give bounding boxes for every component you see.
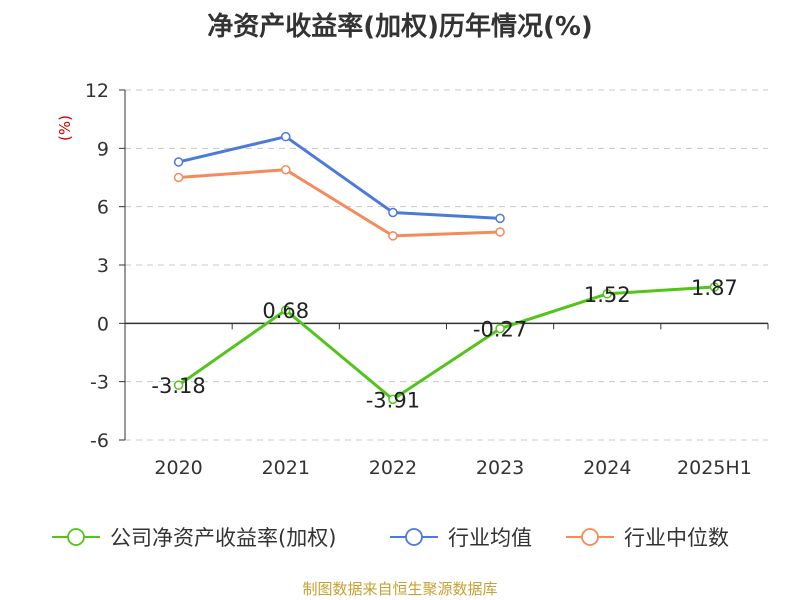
data-point bbox=[173, 172, 184, 183]
series-line bbox=[178, 135, 501, 220]
data-source-note: 制图数据来自恒生聚源数据库 bbox=[302, 580, 498, 598]
y-tick-label: 6 bbox=[97, 197, 109, 219]
series-line bbox=[177, 285, 715, 401]
x-tick-label: 2021 bbox=[262, 457, 310, 479]
data-point bbox=[281, 305, 291, 315]
data-label: -3.18 bbox=[151, 374, 205, 398]
data-point bbox=[602, 289, 612, 299]
data-point bbox=[388, 207, 398, 218]
x-tick-label: 2024 bbox=[583, 457, 631, 479]
data-point bbox=[495, 213, 505, 224]
legend-label: 行业中位数 bbox=[624, 526, 729, 550]
x-tick-label: 2023 bbox=[476, 457, 524, 479]
data-point bbox=[495, 227, 505, 237]
y-tick-label: -3 bbox=[90, 372, 109, 394]
chart-title: 净资产收益率(加权)历年情况(%) bbox=[207, 12, 593, 42]
data-point bbox=[388, 231, 398, 241]
y-tick-label: -6 bbox=[90, 430, 109, 452]
data-point bbox=[495, 323, 505, 334]
y-axis-label: (%) bbox=[56, 115, 74, 141]
data-point bbox=[281, 164, 291, 175]
legend-marker bbox=[405, 528, 423, 546]
data-label: 1.87 bbox=[691, 276, 738, 300]
series-line bbox=[178, 168, 501, 238]
y-tick-label: 9 bbox=[97, 138, 109, 160]
data-label: 1.52 bbox=[584, 283, 631, 307]
legend-marker bbox=[581, 528, 599, 546]
data-point bbox=[709, 282, 720, 292]
x-tick-label: 2020 bbox=[154, 457, 202, 479]
x-tick-label: 2022 bbox=[369, 457, 417, 479]
legend-label: 公司净资产收益率(加权) bbox=[110, 526, 336, 550]
data-point bbox=[173, 157, 184, 167]
data-label: 0.68 bbox=[262, 299, 309, 323]
data-point bbox=[281, 131, 291, 142]
legend-marker bbox=[67, 528, 85, 546]
legend-label: 行业均值 bbox=[448, 526, 532, 550]
y-tick-label: 3 bbox=[97, 255, 109, 277]
y-tick-label: 0 bbox=[97, 313, 109, 335]
data-point bbox=[173, 380, 184, 390]
data-point bbox=[388, 394, 398, 405]
data-label: -0.27 bbox=[473, 318, 527, 342]
data-label: -3.91 bbox=[366, 388, 420, 412]
y-tick-label: 12 bbox=[85, 80, 109, 102]
x-tick-label: 2025H1 bbox=[677, 457, 752, 479]
